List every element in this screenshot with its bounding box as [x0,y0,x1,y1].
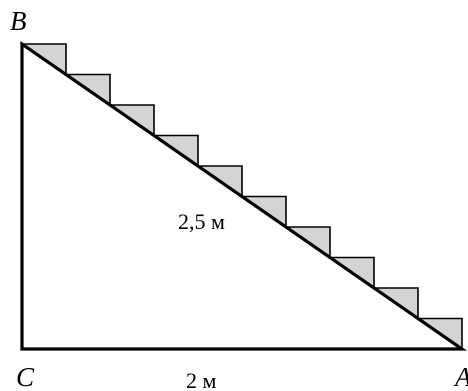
right-triangle [20,40,468,351]
base-length-label: 2 м [186,368,217,391]
vertex-label-c: C [16,362,35,391]
hypotenuse-length-label: 2,5 м [178,209,225,234]
vertex-label-a: A [453,362,468,391]
vertex-label-b: B [10,6,27,36]
